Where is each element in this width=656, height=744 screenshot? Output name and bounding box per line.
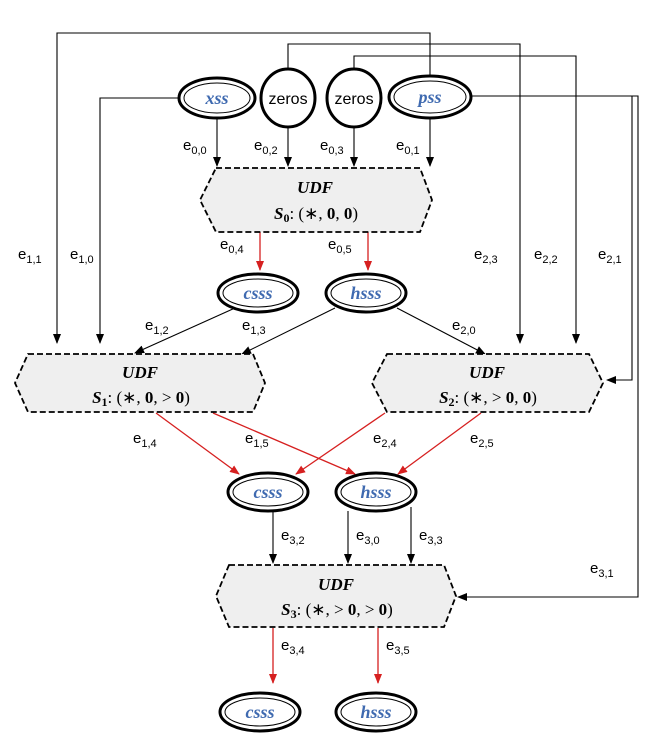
- edge-e23: [287, 43, 524, 344]
- udf-s2-title: UDF: [469, 363, 506, 382]
- label-e00: e0,0: [183, 137, 207, 157]
- edge-e13: [241, 307, 336, 355]
- edge-e25: [397, 412, 482, 475]
- low-hsss: hsss: [334, 471, 418, 513]
- mid-csss-label: csss: [243, 283, 272, 303]
- edge-e31: [457, 95, 639, 601]
- label-e15: e1,5: [245, 430, 269, 450]
- label-e34: e3,4: [281, 637, 305, 657]
- udf-s3-sig: S3: (∗, > 0, > 0): [281, 600, 393, 621]
- label-e33: e3,3: [419, 527, 443, 547]
- label-e35: e3,5: [386, 637, 410, 657]
- source-zeros-b: zeros: [325, 67, 383, 129]
- udf-s1: UDF S1: (∗, 0, > 0): [14, 353, 266, 413]
- label-e01: e0,1: [396, 137, 420, 157]
- low-csss: csss: [226, 471, 310, 513]
- label-e25: e2,5: [470, 430, 494, 450]
- udf-s1-sig: S1: (∗, 0, > 0): [92, 388, 190, 409]
- udf-s2: UDF S2: (∗, > 0, 0): [370, 353, 604, 413]
- edge-e21: [470, 95, 633, 384]
- label-e31: e3,1: [590, 560, 614, 580]
- udf-s2-sig: S2: (∗, > 0, 0): [439, 388, 537, 409]
- edge-e11: [53, 32, 431, 344]
- label-e05: e0,5: [328, 236, 352, 256]
- label-e21: e2,1: [598, 246, 622, 266]
- mid-hsss-label: hsss: [350, 283, 381, 303]
- out-csss: csss: [218, 691, 302, 733]
- udf-s0-title: UDF: [297, 178, 334, 197]
- out-hsss: hsss: [334, 691, 418, 733]
- edge-e15: [212, 412, 356, 475]
- source-xss: xss: [177, 76, 257, 120]
- low-csss-label: csss: [253, 482, 282, 502]
- label-e24: e2,4: [373, 430, 397, 450]
- edge-e22: [353, 55, 580, 344]
- edges-red: [155, 230, 482, 684]
- mid-hsss: hsss: [324, 272, 408, 314]
- label-e10: e1,0: [70, 246, 94, 266]
- udf-s3: UDF S3: (∗, > 0, > 0): [215, 564, 457, 628]
- udf-s3-title: UDF: [318, 575, 355, 594]
- label-e04: e0,4: [220, 236, 244, 256]
- edges-black: [53, 32, 639, 601]
- edge-e10: [96, 97, 180, 344]
- edge-e24: [295, 412, 386, 475]
- edge-e14: [155, 412, 240, 475]
- label-e03: e0,3: [320, 137, 344, 157]
- out-hsss-label: hsss: [360, 702, 391, 722]
- source-zeros-a: zeros: [259, 67, 317, 129]
- udf-s0-sig: S0: (∗, 0, 0): [274, 204, 358, 225]
- edge-e20: [396, 307, 486, 355]
- mid-csss: csss: [216, 272, 300, 314]
- label-e23: e2,3: [474, 246, 498, 266]
- edge-e12: [134, 307, 236, 354]
- label-e12: e1,2: [145, 317, 169, 337]
- label-e22: e2,2: [534, 246, 558, 266]
- label-e20: e2,0: [452, 317, 476, 337]
- label-e11: e1,1: [18, 246, 42, 266]
- udf-s1-title: UDF: [122, 363, 159, 382]
- label-e02: e0,2: [254, 137, 278, 157]
- source-zeros-a-label: zeros: [268, 91, 307, 108]
- source-zeros-b-label: zeros: [334, 91, 373, 108]
- label-e14: e1,4: [133, 430, 157, 450]
- udf-s0: UDF S0: (∗, 0, 0): [198, 167, 433, 233]
- edge-labels: e0,0 e0,2 e0,3 e0,1 e0,4 e0,5 e1,1 e1,0 …: [18, 137, 622, 657]
- source-pss: pss: [387, 74, 473, 120]
- label-e32: e3,2: [281, 527, 305, 547]
- source-pss-label: pss: [416, 87, 441, 107]
- label-e13: e1,3: [242, 317, 266, 337]
- label-e30: e3,0: [356, 527, 380, 547]
- low-hsss-label: hsss: [360, 482, 391, 502]
- out-csss-label: csss: [245, 702, 274, 722]
- source-xss-label: xss: [204, 88, 228, 108]
